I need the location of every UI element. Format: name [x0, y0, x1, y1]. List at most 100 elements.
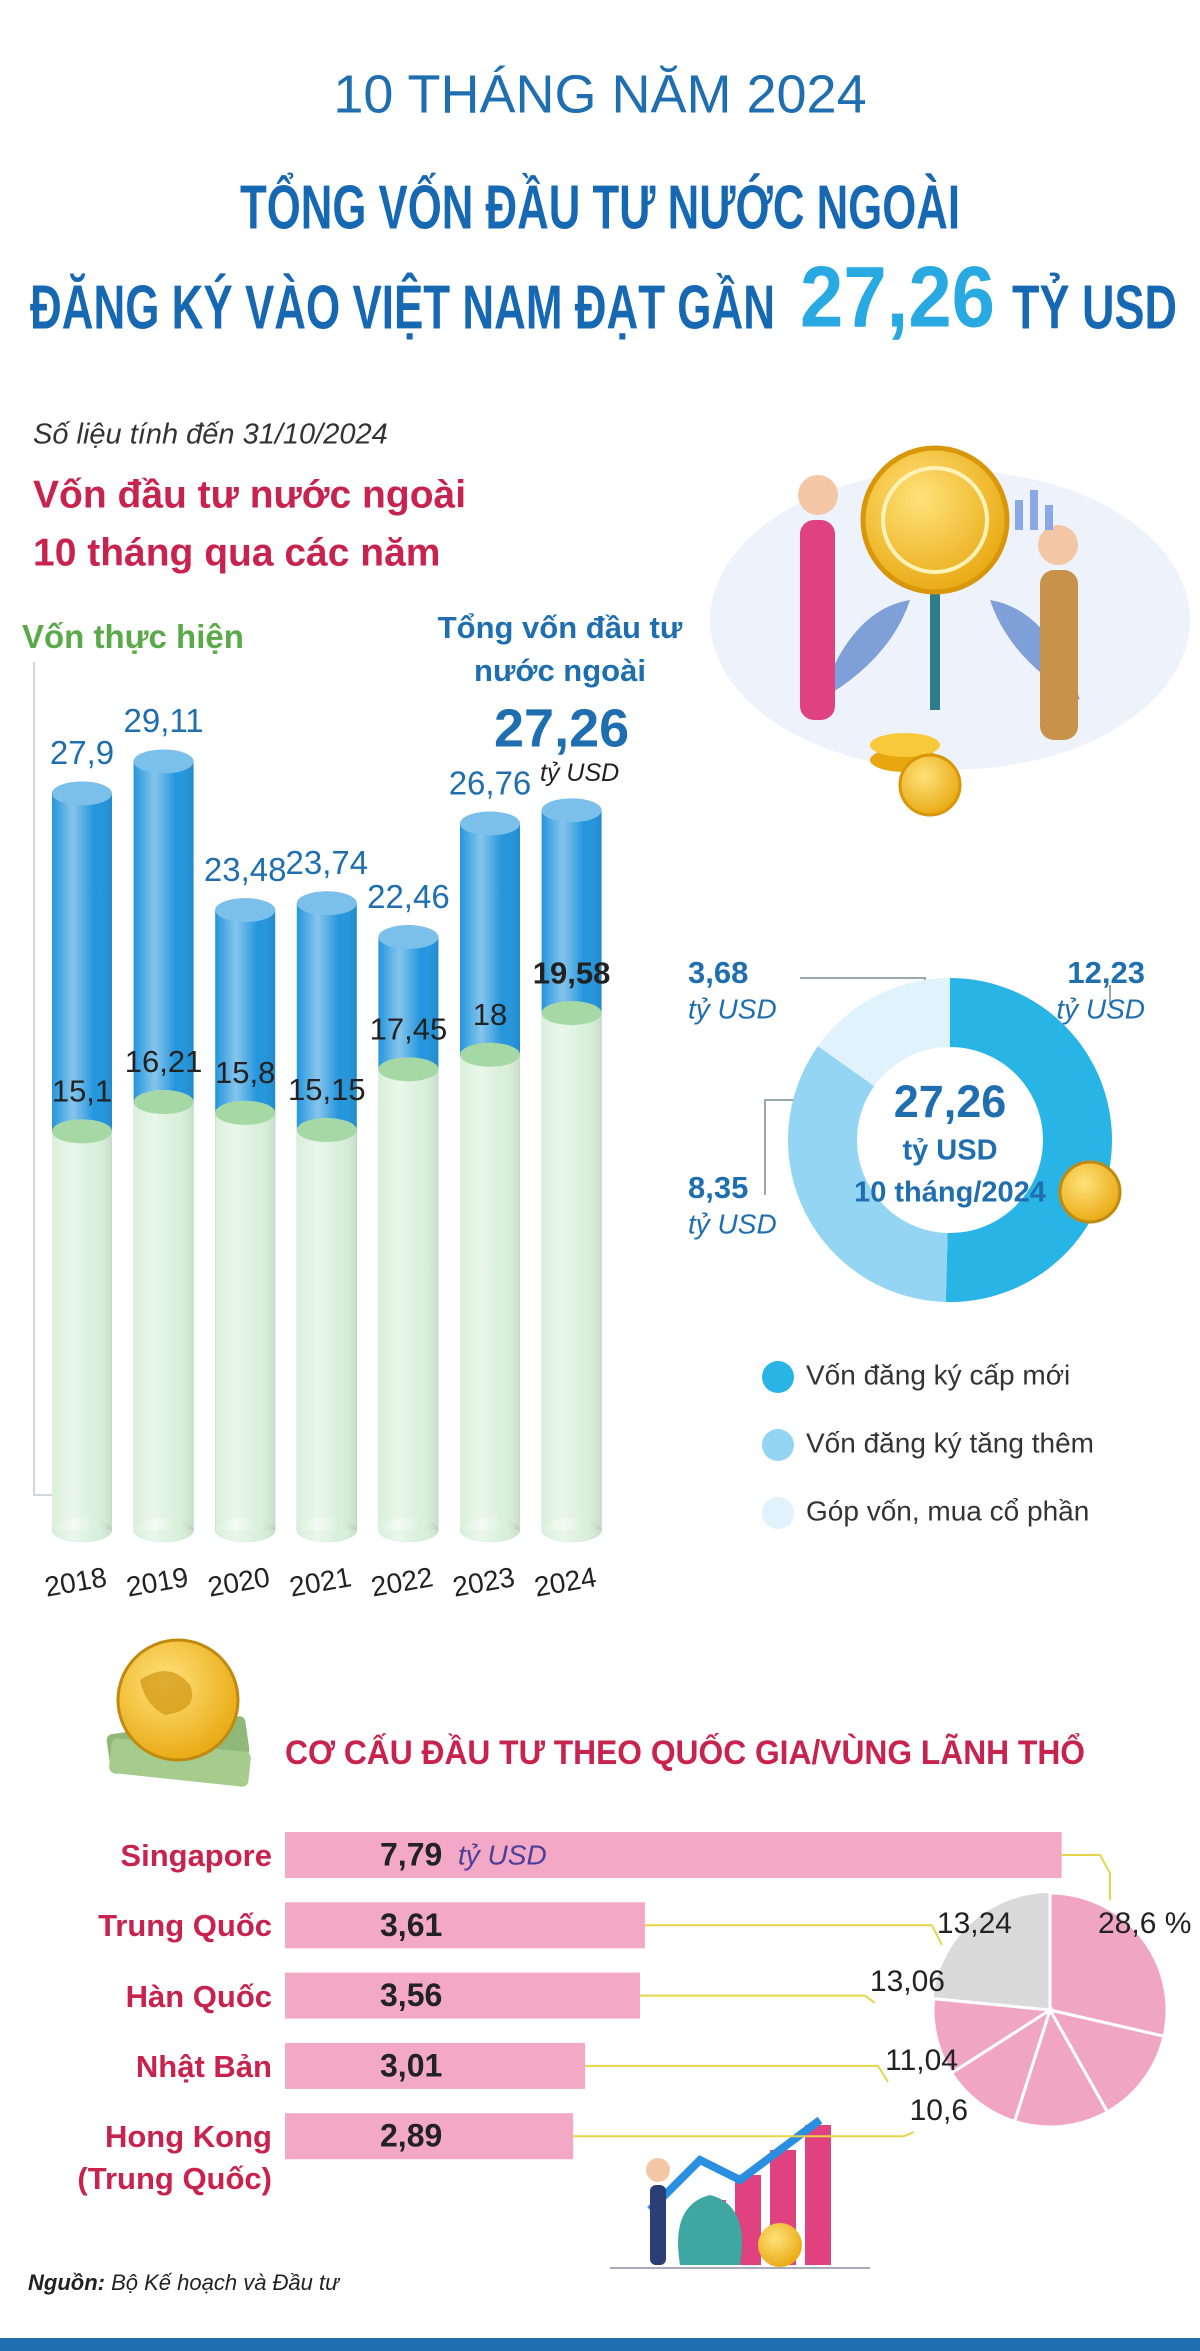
- column-bottom-shine: [52, 1518, 112, 1542]
- value-label: 3,56: [380, 1977, 442, 2013]
- column-bottom-shine: [296, 1518, 357, 1542]
- title-unit: TỶ USD: [1012, 273, 1177, 342]
- column-bottom-shine: [541, 1518, 602, 1542]
- leader-line: [1061, 1854, 1111, 1900]
- leader-line: [573, 2131, 915, 2138]
- value-label: 18: [473, 997, 507, 1032]
- value-label: 27,9: [50, 734, 114, 771]
- unit-label: tỷ USD: [688, 993, 777, 1024]
- column-cap-tint: [378, 1057, 439, 1082]
- column-cap: [296, 891, 357, 916]
- column-cap-tint: [52, 1119, 112, 1144]
- source-text: Bộ Kế hoạch và Đầu tư: [111, 2270, 341, 2295]
- category-label: Nhật Bản: [135, 2048, 272, 2084]
- title-line: TỔNG VỐN ĐẦU TƯ NƯỚC NGOÀI: [240, 172, 960, 242]
- column-shine: [215, 1112, 276, 1530]
- value-label: 7,79: [380, 1836, 442, 1872]
- value-label: 3,01: [380, 2047, 442, 2083]
- x-tick-label: 2021: [287, 1561, 354, 1602]
- legend-swatch: [762, 1429, 794, 1461]
- column-cap: [378, 925, 439, 950]
- legend-label: Vốn đăng ký cấp mới: [806, 1359, 1070, 1390]
- value-label: 23,74: [286, 844, 369, 881]
- column-cap-tint: [541, 798, 602, 823]
- bar: [285, 1972, 640, 2019]
- disbursed-column: [133, 1090, 194, 1542]
- value-label: 17,45: [370, 1012, 448, 1047]
- leader-line: [644, 1924, 943, 1946]
- unit-label: tỷ USD: [540, 759, 619, 787]
- disbursed-column: [541, 1001, 602, 1542]
- category-label: Singapore: [120, 1838, 272, 1873]
- column-cap: [52, 781, 112, 806]
- illustration: [710, 445, 1190, 817]
- category-label: Trung Quốc: [98, 1908, 272, 1944]
- column-cap-tint: [378, 925, 439, 950]
- column-bottom-shine: [215, 1518, 276, 1542]
- value-label: 19,58: [533, 955, 611, 990]
- leader-line: [585, 2064, 889, 2083]
- value-label: 13,06: [870, 1965, 945, 1998]
- globe-illustration: [106, 1638, 251, 1787]
- note: Số liệu tính đến 31/10/2024: [33, 419, 388, 451]
- chart-title: Vốn đầu tư nước ngoài: [33, 473, 466, 516]
- title-highlight: 27,26: [800, 250, 995, 346]
- column-bottom-shine: [133, 1518, 194, 1542]
- title-line: ĐĂNG KÝ VÀO VIỆT NAM ĐẠT GẦN: [30, 273, 775, 342]
- pie-slice: [1048, 1891, 1169, 2039]
- value-label: 27,26: [494, 699, 629, 759]
- x-tick-label: 2018: [42, 1561, 109, 1602]
- guide-line: [33, 662, 60, 1496]
- column-bottom-shine: [460, 1518, 520, 1542]
- leader-line: [639, 1994, 876, 2004]
- x-tick-label: 2023: [450, 1561, 517, 1602]
- value-label: 10,6: [910, 2094, 968, 2127]
- column-cap-tint: [52, 781, 112, 806]
- value-label: 3,61: [380, 1907, 442, 1943]
- bottom-band: [0, 2338, 1200, 2351]
- column-cap: [133, 749, 194, 774]
- donut-segment: [945, 978, 1112, 1302]
- disbursed-column: [460, 1042, 520, 1542]
- source-label: Nguồn:: [28, 2270, 105, 2295]
- column-cap: [460, 811, 520, 836]
- value-label: 8,35: [688, 1170, 748, 1205]
- column-cap-tint: [296, 1118, 357, 1143]
- pie-slice: [1012, 2006, 1110, 2129]
- column-cap-tint: [215, 1100, 276, 1125]
- value-label: 15,1: [52, 1074, 112, 1109]
- legend-label: Góp vốn, mua cổ phần: [806, 1495, 1089, 1526]
- column-cap-tint: [133, 1090, 194, 1115]
- column-shine: [541, 1013, 602, 1530]
- column-cap: [215, 898, 276, 923]
- bar: [285, 1902, 645, 1949]
- column-shine: [460, 1054, 520, 1530]
- legend-label: Tổng vốn đầu tư nước ngoài: [437, 610, 683, 688]
- legend-label: Vốn thực hiện: [22, 618, 244, 655]
- pie-slice: [931, 1997, 1055, 2076]
- value-label: 28,6 %: [1098, 1907, 1191, 1940]
- legend-swatch: [762, 1497, 794, 1529]
- chart-title: 10 tháng qua các năm: [33, 531, 440, 574]
- unit-label: tỷ USD: [458, 1839, 547, 1870]
- column-cap: [541, 798, 602, 823]
- column-cap-tint: [296, 891, 357, 916]
- bar: [285, 2113, 574, 2160]
- column-shine: [133, 1102, 194, 1530]
- disbursed-column: [52, 1119, 112, 1542]
- growth-illustration: [610, 2116, 870, 2269]
- disbursed-column: [378, 1057, 439, 1542]
- value-label: 16,21: [125, 1044, 203, 1079]
- column-cap-tint: [460, 1042, 520, 1067]
- donut-segment: [817, 978, 950, 1087]
- value-label: 22,46: [367, 878, 450, 915]
- legend-label: Vốn đăng ký tăng thêm: [806, 1427, 1094, 1458]
- column-cap-tint: [133, 749, 194, 774]
- value-label: 15,8: [215, 1055, 275, 1090]
- column-shine: [378, 1069, 439, 1530]
- x-tick-label: 2020: [205, 1561, 272, 1602]
- column-cap-tint: [541, 1001, 602, 1026]
- column-cap-tint: [215, 898, 276, 923]
- pie-slice: [949, 2006, 1053, 2124]
